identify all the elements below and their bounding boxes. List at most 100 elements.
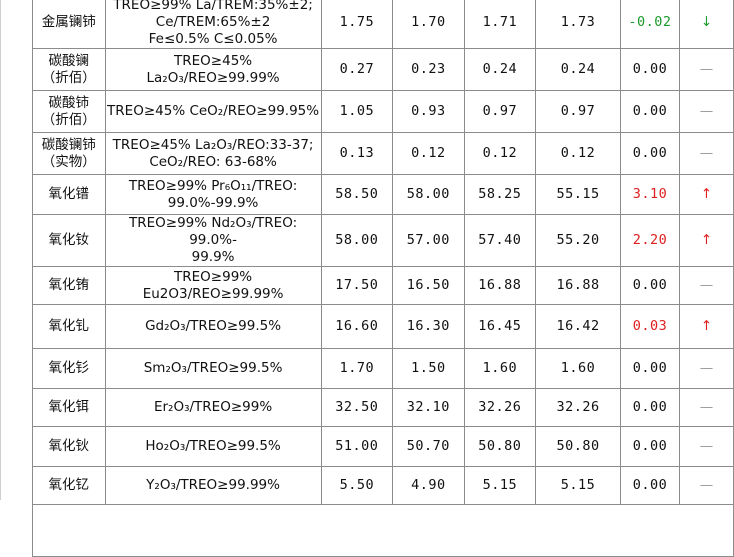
table-row: 氧化镨 TREO≥99% Pr₆O₁₁/TREO: 99.0%-99.9% 58.50… xyxy=(32,174,734,215)
price-cell-1: 17.50 xyxy=(320,266,394,305)
flat-dash-icon: — xyxy=(679,48,734,91)
price-cell-4: 50.80 xyxy=(535,426,621,467)
change-cell: 0.00 xyxy=(619,266,681,305)
spec-cell: Y₂O₃/TREO≥99.99% xyxy=(104,466,322,505)
flat-dash-icon: — xyxy=(679,388,734,427)
spec-line: Y₂O₃/TREO≥99.99% xyxy=(146,477,280,493)
change-cell: -0.02 xyxy=(619,0,681,49)
spec-cell: TREO≥45% La₂O₃/REO≥99.99% xyxy=(104,48,322,91)
product-name-line: 氧化钆 xyxy=(48,318,90,334)
table-row: 氧化铒 Er₂O₃/TREO≥99% 32.50 32.10 32.26 32.26 0.0… xyxy=(32,388,734,427)
spec-line: TREO≥45% CeO₂/REO≥99.95% xyxy=(107,103,320,119)
table-row: 氧化钐 Sm₂O₃/TREO≥99.5% 1.70 1.50 1.60 1.60 0.00— xyxy=(32,348,734,389)
product-name-cell: 碳酸镧铈 （实物） xyxy=(32,132,106,175)
price-cell-2: 57.00 xyxy=(392,214,465,267)
price-cell-2: 0.23 xyxy=(392,48,465,91)
spec-line: TREO≥99% La/TREM:35%±2; xyxy=(113,0,313,13)
spec-cell: Ho₂O₃/TREO≥99.5% xyxy=(104,426,322,467)
price-cell-2: 58.00 xyxy=(392,174,465,215)
table-row: 氧化铕 TREO≥99% Eu2O3/REO≥99.99% 17.50 16.50 16… xyxy=(32,266,734,305)
price-cell-1: 58.00 xyxy=(320,214,394,267)
spec-line: Gd₂O₃/TREO≥99.5% xyxy=(145,318,282,334)
product-name-line: 氧化镨 xyxy=(48,186,90,202)
spec-line: Fe≤0.5% C≤0.05% xyxy=(148,31,278,47)
price-cell-2: 0.93 xyxy=(392,90,465,133)
price-cell-3: 0.12 xyxy=(463,132,537,175)
price-cell-1: 0.13 xyxy=(320,132,394,175)
price-cell-4: 16.42 xyxy=(535,304,621,349)
table-row: 氧化钕 TREO≥99% Nd₂O₃/TREO: 99.0%- 99.9% 58.00… xyxy=(32,214,734,267)
change-cell: 0.00 xyxy=(619,132,681,175)
table-footer-cell xyxy=(32,504,734,557)
change-cell: 0.00 xyxy=(619,466,681,505)
change-cell: 0.00 xyxy=(619,48,681,91)
price-cell-4: 5.15 xyxy=(535,466,621,505)
spec-cell: Er₂O₃/TREO≥99% xyxy=(104,388,322,427)
price-cell-2: 1.50 xyxy=(392,348,465,389)
price-cell-4: 16.88 xyxy=(535,266,621,305)
price-cell-3: 5.15 xyxy=(463,466,537,505)
product-name-line: 碳酸镧铈 xyxy=(41,136,96,153)
product-name-cell: 氧化钬 xyxy=(32,426,106,467)
spec-cell: TREO≥99% Eu2O3/REO≥99.99% xyxy=(104,266,322,305)
price-table-body: 金属镧铈 TREO≥99% La/TREM:35%±2; Ce/TREM:65%±2… xyxy=(32,0,734,505)
table-row: 氧化钇 Y₂O₃/TREO≥99.99% 5.50 4.90 5.15 5.15 0.00— xyxy=(32,466,734,505)
spec-cell: TREO≥99% La/TREM:35%±2; Ce/TREM:65%±2 Fe≤0… xyxy=(104,0,322,49)
spec-line: CeO₂/REO: 63-68% xyxy=(149,153,277,170)
spec-line: TREO≥45% La₂O₃/REO:33-37; xyxy=(112,136,314,153)
product-name-line: （折佰） xyxy=(41,69,96,86)
spec-line: TREO≥45% La₂O₃/REO≥99.99% xyxy=(146,52,280,86)
change-cell: 0.00 xyxy=(619,348,681,389)
product-name-line: （实物） xyxy=(41,153,96,170)
spec-cell: Gd₂O₃/TREO≥99.5% xyxy=(104,304,322,349)
table-row: 碳酸铈 （折佰） TREO≥45% CeO₂/REO≥99.95% 1.05 0.93 0… xyxy=(32,90,734,133)
product-name-line: 氧化钬 xyxy=(48,438,90,454)
price-cell-4: 0.97 xyxy=(535,90,621,133)
price-cell-1: 1.05 xyxy=(320,90,394,133)
product-name-line: 氧化钇 xyxy=(48,477,90,493)
table-row: 金属镧铈 TREO≥99% La/TREM:35%±2; Ce/TREM:65%±2… xyxy=(32,0,734,49)
spec-cell: TREO≥99% Nd₂O₃/TREO: 99.0%- 99.9% xyxy=(104,214,322,267)
price-cell-4: 55.20 xyxy=(535,214,621,267)
price-cell-1: 58.50 xyxy=(320,174,394,215)
product-name-cell: 氧化钇 xyxy=(32,466,106,505)
spec-line: Ho₂O₃/TREO≥99.5% xyxy=(145,438,281,454)
spec-cell: TREO≥45% CeO₂/REO≥99.95% xyxy=(104,90,322,133)
price-cell-4: 0.24 xyxy=(535,48,621,91)
price-cell-2: 1.70 xyxy=(392,0,465,49)
price-cell-4: 0.12 xyxy=(535,132,621,175)
price-cell-1: 32.50 xyxy=(320,388,394,427)
arrow-up-icon: ↑ xyxy=(679,214,734,267)
price-cell-2: 16.50 xyxy=(392,266,465,305)
table-row: 碳酸镧铈 （实物） TREO≥45% La₂O₃/REO:33-37; CeO₂/RE… xyxy=(32,132,734,175)
price-cell-1: 0.27 xyxy=(320,48,394,91)
price-cell-3: 0.97 xyxy=(463,90,537,133)
price-cell-1: 16.60 xyxy=(320,304,394,349)
price-cell-2: 32.10 xyxy=(392,388,465,427)
arrow-up-icon: ↑ xyxy=(679,304,734,349)
product-name-line: 氧化钕 xyxy=(48,232,90,248)
product-name-line: 氧化铕 xyxy=(48,277,90,293)
price-cell-3: 50.80 xyxy=(463,426,537,467)
spec-cell: Sm₂O₃/TREO≥99.5% xyxy=(104,348,322,389)
product-name-line: 氧化铒 xyxy=(48,399,90,415)
change-cell: 2.20 xyxy=(619,214,681,267)
product-name-line: 金属镧铈 xyxy=(41,14,96,30)
flat-dash-icon: — xyxy=(679,266,734,305)
flat-dash-icon: — xyxy=(679,132,734,175)
price-cell-3: 1.60 xyxy=(463,348,537,389)
price-cell-4: 1.60 xyxy=(535,348,621,389)
price-cell-3: 16.45 xyxy=(463,304,537,349)
change-cell: 0.00 xyxy=(619,426,681,467)
product-name-line: 碳酸铈 xyxy=(48,94,90,111)
price-table: 金属镧铈 TREO≥99% La/TREM:35%±2; Ce/TREM:65%±2… xyxy=(32,0,734,557)
change-cell: 3.10 xyxy=(619,174,681,215)
table-row: 氧化钬 Ho₂O₃/TREO≥99.5% 51.00 50.70 50.80 50.80 0… xyxy=(32,426,734,467)
product-name-cell: 氧化铒 xyxy=(32,388,106,427)
spec-line: 99.9% xyxy=(191,249,235,265)
price-cell-2: 16.30 xyxy=(392,304,465,349)
spec-line: Sm₂O₃/TREO≥99.5% xyxy=(143,360,283,376)
spec-line: 99.0%-99.9% xyxy=(167,194,259,211)
price-cell-2: 50.70 xyxy=(392,426,465,467)
